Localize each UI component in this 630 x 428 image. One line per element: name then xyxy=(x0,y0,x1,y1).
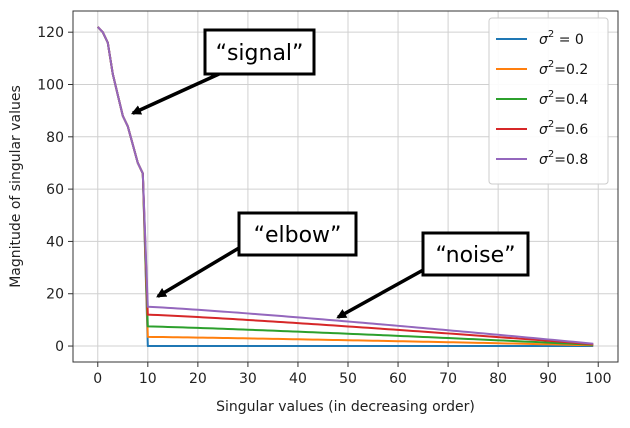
legend: σ2 = 0σ2=0.2σ2=0.4σ2=0.6σ2=0.8 xyxy=(488,17,609,185)
x-tick-label: 0 xyxy=(93,371,102,387)
legend-label-base: σ xyxy=(539,152,549,168)
legend-label-base: σ xyxy=(539,62,549,78)
legend-label-sup: 2 xyxy=(548,119,554,130)
x-tick-label: 80 xyxy=(489,371,507,387)
x-tick-label: 100 xyxy=(585,371,612,387)
x-tick-label: 60 xyxy=(389,371,407,387)
legend-label: σ2=0.4 xyxy=(539,89,588,108)
legend-box xyxy=(488,17,609,185)
y-tick-label: 0 xyxy=(55,339,64,355)
y-tick-label: 100 xyxy=(37,77,64,93)
legend-label-suffix: = 0 xyxy=(554,32,584,48)
x-axis-label: Singular values (in decreasing order) xyxy=(216,399,475,415)
series-line-4 xyxy=(97,26,594,345)
axis-ticks: 0 10 20 30 40 50 60 70 80 90 100 0 20 40 60 80 100 120 xyxy=(37,25,611,387)
x-tick-label: 40 xyxy=(289,371,307,387)
legend-label: σ2 = 0 xyxy=(539,29,584,48)
annotation-text-noise: “noise” xyxy=(435,243,515,268)
legend-label: σ2=0.2 xyxy=(539,59,588,78)
y-tick-label: 40 xyxy=(46,234,64,250)
legend-label-suffix: =0.8 xyxy=(554,152,588,168)
legend-label-sup: 2 xyxy=(548,59,554,70)
series-line-1 xyxy=(97,26,594,347)
series-line-3 xyxy=(97,26,594,346)
legend-label-suffix: =0.4 xyxy=(554,92,588,108)
x-tick-label: 90 xyxy=(539,371,557,387)
x-tick-label: 20 xyxy=(189,371,207,387)
annotation-box-noise xyxy=(421,231,530,277)
annotation-box-signal xyxy=(203,28,316,76)
annotation-arrow-elbow xyxy=(156,246,240,298)
legend-label-sup: 2 xyxy=(548,89,554,100)
x-tick-label: 30 xyxy=(239,371,257,387)
legend-label-base: σ xyxy=(539,92,549,108)
annotation-arrow-noise xyxy=(336,267,426,319)
annotations: “signal” “elbow” “noise” xyxy=(130,28,530,319)
series-lines xyxy=(97,26,594,348)
legend-label-base: σ xyxy=(539,122,549,138)
annotation-text-elbow: “elbow” xyxy=(254,223,342,248)
x-tick-label: 10 xyxy=(139,371,157,387)
legend-label: σ2=0.8 xyxy=(539,149,588,168)
annotation-arrow-signal xyxy=(130,72,220,115)
annotation-box-elbow xyxy=(237,211,358,257)
legend-label-suffix: =0.2 xyxy=(554,62,588,78)
series-line-0 xyxy=(97,26,594,348)
y-tick-label: 60 xyxy=(46,182,64,198)
legend-label-suffix: =0.6 xyxy=(554,122,588,138)
x-tick-label: 70 xyxy=(439,371,457,387)
y-axis-label: Magnitude of singular values xyxy=(8,85,24,288)
legend-label: σ2=0.6 xyxy=(539,119,588,138)
legend-label-base: σ xyxy=(539,32,549,48)
y-tick-label: 20 xyxy=(46,287,64,303)
series-line-2 xyxy=(97,26,594,346)
y-tick-label: 80 xyxy=(46,130,64,146)
legend-label-sup: 2 xyxy=(548,29,554,40)
legend-label-sup: 2 xyxy=(548,149,554,160)
plot-frame xyxy=(72,10,619,363)
annotation-text-signal: “signal” xyxy=(216,41,304,66)
y-tick-label: 120 xyxy=(37,25,64,41)
x-tick-label: 50 xyxy=(339,371,357,387)
